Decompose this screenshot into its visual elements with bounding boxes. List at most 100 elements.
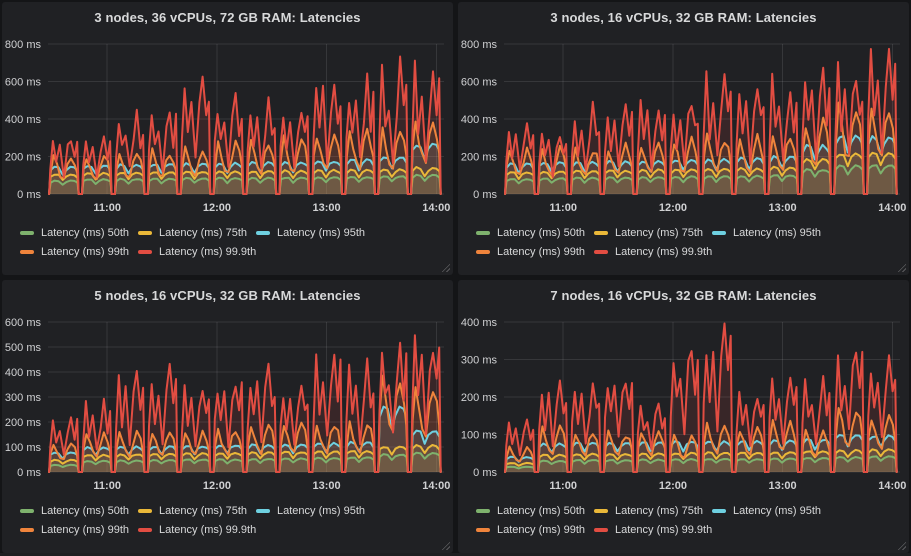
legend-item-p50[interactable]: Latency (ms) 50th xyxy=(476,223,594,242)
legend-item-p99[interactable]: Latency (ms) 99th xyxy=(20,520,138,539)
panel-7nodes-16vcpu: 7 nodes, 16 vCPUs, 32 GB RAM: Latencies … xyxy=(458,280,909,553)
legend-label: Latency (ms) 50th xyxy=(497,504,586,517)
y-axis-tick-label: 0 ms xyxy=(17,467,41,479)
panel-resize-handle-icon[interactable] xyxy=(441,541,450,550)
y-axis-tick-label: 200 ms xyxy=(461,392,498,404)
panel-resize-handle-icon[interactable] xyxy=(897,541,906,550)
legend-swatch-icon xyxy=(476,527,490,532)
panel-5nodes-16vcpu: 5 nodes, 16 vCPUs, 32 GB RAM: Latencies … xyxy=(2,280,453,553)
latency-chart[interactable]: 0 ms 200 ms 400 ms 600 ms 800 ms 11:00 12:00 13… xyxy=(458,30,909,220)
legend-item-p95[interactable]: Latency (ms) 95th xyxy=(712,501,830,520)
legend-label: Latency (ms) 99.9th xyxy=(615,523,713,536)
legend-item-p95[interactable]: Latency (ms) 95th xyxy=(256,223,374,242)
series-line-p999 xyxy=(48,334,442,473)
y-axis-tick-label: 500 ms xyxy=(5,342,42,354)
legend-swatch-icon xyxy=(476,230,490,235)
legend-item-p99[interactable]: Latency (ms) 99th xyxy=(476,242,594,261)
y-axis-tick-label: 0 ms xyxy=(473,189,497,201)
legend-swatch-icon xyxy=(476,249,490,254)
legend-item-p75[interactable]: Latency (ms) 75th xyxy=(138,501,256,520)
legend-label: Latency (ms) 99.9th xyxy=(159,245,257,258)
legend-item-p75[interactable]: Latency (ms) 75th xyxy=(594,223,712,242)
y-axis-tick-label: 400 ms xyxy=(5,114,42,126)
series-line-p999 xyxy=(504,47,898,195)
legend-swatch-icon xyxy=(594,249,608,254)
series-line-p999 xyxy=(504,322,898,473)
legend-label: Latency (ms) 50th xyxy=(41,504,130,517)
x-axis-tick-label: 11:00 xyxy=(549,202,577,214)
legend-item-p75[interactable]: Latency (ms) 75th xyxy=(594,501,712,520)
y-axis-tick-label: 100 ms xyxy=(5,442,42,454)
panel-3nodes-16vcpu: 3 nodes, 16 vCPUs, 32 GB RAM: Latencies … xyxy=(458,2,909,275)
y-axis-tick-label: 400 ms xyxy=(5,367,42,379)
next-panel-row-edge xyxy=(0,553,911,556)
y-axis-tick-label: 300 ms xyxy=(5,392,42,404)
panel-title[interactable]: 3 nodes, 36 vCPUs, 72 GB RAM: Latencies xyxy=(94,10,361,25)
y-axis-tick-label: 300 ms xyxy=(461,355,498,367)
x-axis-tick-label: 12:00 xyxy=(203,202,231,214)
panel-resize-handle-icon[interactable] xyxy=(441,263,450,272)
legend-swatch-icon xyxy=(20,230,34,235)
y-axis-tick-label: 600 ms xyxy=(461,77,498,89)
legend-swatch-icon xyxy=(20,249,34,254)
legend-label: Latency (ms) 99th xyxy=(41,523,130,536)
x-axis-tick-label: 14:00 xyxy=(422,480,450,492)
latency-chart[interactable]: 0 ms 200 ms 400 ms 600 ms 800 ms 11:00 12:00 13… xyxy=(2,30,453,220)
x-axis-tick-label: 11:00 xyxy=(93,202,121,214)
x-axis-tick-label: 11:00 xyxy=(549,480,577,492)
panel-title[interactable]: 3 nodes, 16 vCPUs, 32 GB RAM: Latencies xyxy=(550,10,817,25)
y-axis-tick-label: 0 ms xyxy=(473,467,497,479)
legend-label: Latency (ms) 75th xyxy=(615,504,704,517)
series-area-p75 xyxy=(49,167,441,194)
legend-swatch-icon xyxy=(594,527,608,532)
legend-item-p999[interactable]: Latency (ms) 99.9th xyxy=(594,520,712,539)
panel-resize-handle-icon[interactable] xyxy=(897,263,906,272)
panel-3nodes-36vcpu: 3 nodes, 36 vCPUs, 72 GB RAM: Latencies … xyxy=(2,2,453,275)
series-area-p99 xyxy=(49,375,441,472)
latency-chart[interactable]: 0 ms 100 ms 200 ms 300 ms 400 ms 11:00 12:00 13… xyxy=(458,308,909,498)
x-axis-tick-label: 12:00 xyxy=(203,480,231,492)
y-axis-tick-label: 800 ms xyxy=(461,39,498,51)
legend-item-p95[interactable]: Latency (ms) 95th xyxy=(712,223,830,242)
x-axis-tick-label: 13:00 xyxy=(769,202,797,214)
latency-chart[interactable]: 0 ms 100 ms 200 ms 300 ms 400 ms 500 ms 600 ms… xyxy=(2,308,453,498)
legend-label: Latency (ms) 95th xyxy=(277,504,366,517)
y-axis-tick-label: 200 ms xyxy=(5,417,42,429)
x-axis-tick-label: 13:00 xyxy=(769,480,797,492)
legend-label: Latency (ms) 99.9th xyxy=(159,523,257,536)
legend-item-p999[interactable]: Latency (ms) 99.9th xyxy=(594,242,712,261)
legend-item-p50[interactable]: Latency (ms) 50th xyxy=(20,501,138,520)
chart-legend: Latency (ms) 50th Latency (ms) 75th Latenc… xyxy=(2,220,453,261)
legend-label: Latency (ms) 95th xyxy=(733,504,822,517)
legend-item-p50[interactable]: Latency (ms) 50th xyxy=(20,223,138,242)
panel-title[interactable]: 7 nodes, 16 vCPUs, 32 GB RAM: Latencies xyxy=(550,288,817,303)
legend-label: Latency (ms) 99th xyxy=(497,245,586,258)
series-area-p50 xyxy=(49,452,441,472)
chart-legend: Latency (ms) 50th Latency (ms) 75th Latenc… xyxy=(458,220,909,261)
legend-item-p99[interactable]: Latency (ms) 99th xyxy=(476,520,594,539)
legend-item-p95[interactable]: Latency (ms) 95th xyxy=(256,501,374,520)
y-axis-tick-label: 200 ms xyxy=(5,152,42,164)
legend-label: Latency (ms) 95th xyxy=(733,226,822,239)
legend-item-p50[interactable]: Latency (ms) 50th xyxy=(476,501,594,520)
x-axis-tick-label: 14:00 xyxy=(878,202,906,214)
panel-title[interactable]: 5 nodes, 16 vCPUs, 32 GB RAM: Latencies xyxy=(94,288,361,303)
legend-item-p99[interactable]: Latency (ms) 99th xyxy=(20,242,138,261)
legend-swatch-icon xyxy=(138,249,152,254)
legend-item-p75[interactable]: Latency (ms) 75th xyxy=(138,223,256,242)
y-axis-tick-label: 800 ms xyxy=(5,39,42,51)
legend-swatch-icon xyxy=(20,508,34,513)
y-axis-tick-label: 200 ms xyxy=(461,152,498,164)
legend-label: Latency (ms) 50th xyxy=(497,226,586,239)
legend-label: Latency (ms) 75th xyxy=(159,226,248,239)
legend-swatch-icon xyxy=(138,527,152,532)
legend-swatch-icon xyxy=(712,230,726,235)
legend-swatch-icon xyxy=(476,508,490,513)
y-axis-tick-label: 400 ms xyxy=(461,317,498,329)
legend-item-p999[interactable]: Latency (ms) 99.9th xyxy=(138,520,256,539)
legend-item-p999[interactable]: Latency (ms) 99.9th xyxy=(138,242,256,261)
series-line-p999 xyxy=(48,55,442,195)
x-axis-tick-label: 12:00 xyxy=(659,202,687,214)
y-axis-tick-label: 400 ms xyxy=(461,114,498,126)
